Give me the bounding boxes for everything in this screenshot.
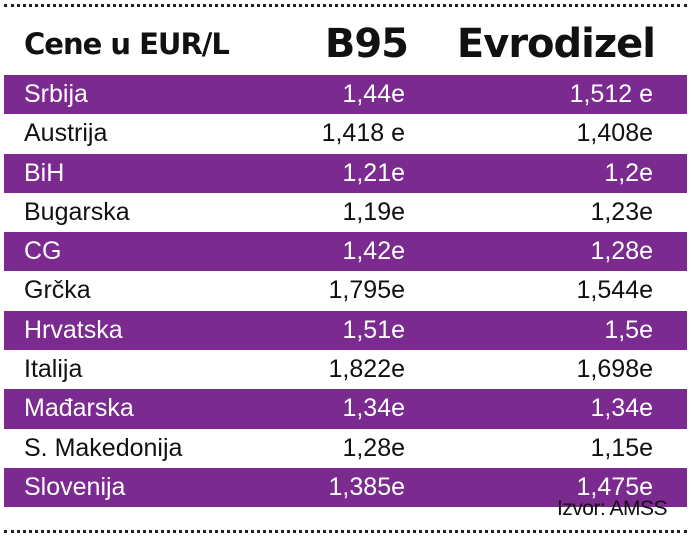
table-row: BiH 1,21e 1,2e bbox=[4, 153, 687, 193]
evrodizel-price-cell: 1,408e bbox=[576, 119, 653, 148]
b95-price-cell: 1,385e bbox=[328, 472, 405, 501]
header-b95: B95 bbox=[324, 21, 409, 67]
b95-price-cell: 1,34e bbox=[342, 394, 405, 423]
table-row: Italija 1,822e 1,698e bbox=[4, 350, 687, 389]
evrodizel-price-cell: 1,15e bbox=[590, 433, 653, 462]
country-cell: Mađarska bbox=[24, 394, 134, 423]
b95-price-cell: 1,19e bbox=[342, 197, 405, 226]
b95-price-cell: 1,42e bbox=[342, 237, 405, 266]
country-cell: Austrija bbox=[24, 119, 108, 148]
table-row: Hrvatska 1,51e 1,5e bbox=[4, 310, 687, 351]
evrodizel-price-cell: 1,23e bbox=[590, 197, 653, 226]
table-row: Austrija 1,418 e 1,408e bbox=[4, 114, 687, 153]
b95-price-cell: 1,28e bbox=[342, 433, 405, 462]
evrodizel-price-cell: 1,2e bbox=[604, 158, 653, 187]
top-dotted-divider bbox=[4, 4, 687, 7]
evrodizel-price-cell: 1,698e bbox=[576, 355, 653, 384]
country-cell: Srbija bbox=[24, 80, 88, 108]
bottom-dotted-divider bbox=[4, 530, 687, 533]
country-cell: S. Makedonija bbox=[24, 433, 183, 462]
country-cell: Hrvatska bbox=[24, 315, 123, 344]
b95-price-cell: 1,51e bbox=[342, 315, 405, 344]
table-row: Grčka 1,795e 1,544e bbox=[4, 271, 687, 310]
country-cell: CG bbox=[24, 237, 62, 266]
evrodizel-price-cell: 1,512 e bbox=[569, 80, 653, 108]
country-cell: Bugarska bbox=[24, 197, 130, 226]
evrodizel-price-cell: 1,475e bbox=[576, 472, 653, 501]
country-cell: BiH bbox=[24, 158, 65, 187]
country-cell: Italija bbox=[24, 355, 83, 384]
b95-price-cell: 1,822e bbox=[328, 355, 405, 384]
table-row: S. Makedonija 1,28e 1,15e bbox=[4, 429, 687, 468]
table-header: Cene u EUR/L B95 Evrodizel bbox=[0, 14, 691, 70]
country-cell: Grčka bbox=[24, 276, 91, 305]
b95-price-cell: 1,418 e bbox=[321, 119, 405, 148]
table-row: CG 1,42e 1,28e bbox=[4, 232, 687, 272]
evrodizel-price-cell: 1,544e bbox=[576, 276, 653, 305]
source-note: Izvor: AMSS bbox=[556, 497, 668, 520]
b95-price-cell: 1,44e bbox=[342, 80, 405, 108]
evrodizel-price-cell: 1,5e bbox=[604, 315, 653, 344]
b95-price-cell: 1,795e bbox=[328, 276, 405, 305]
table-row: Slovenija 1,385e 1,475e bbox=[4, 467, 687, 508]
country-cell: Slovenija bbox=[24, 472, 126, 501]
b95-price-cell: 1,21e bbox=[342, 158, 405, 187]
price-table: Srbija 1,44e 1,512 e Austrija 1,418 e 1,… bbox=[4, 75, 687, 508]
table-row: Mađarska 1,34e 1,34e bbox=[4, 389, 687, 429]
evrodizel-price-cell: 1,28e bbox=[590, 237, 653, 266]
header-evrodizel: Evrodizel bbox=[456, 21, 656, 67]
table-row: Srbija 1,44e 1,512 e bbox=[4, 75, 687, 115]
evrodizel-price-cell: 1,34e bbox=[590, 394, 653, 423]
header-unit-label: Cene u EUR/L bbox=[24, 27, 230, 61]
table-row: Bugarska 1,19e 1,23e bbox=[4, 193, 687, 232]
